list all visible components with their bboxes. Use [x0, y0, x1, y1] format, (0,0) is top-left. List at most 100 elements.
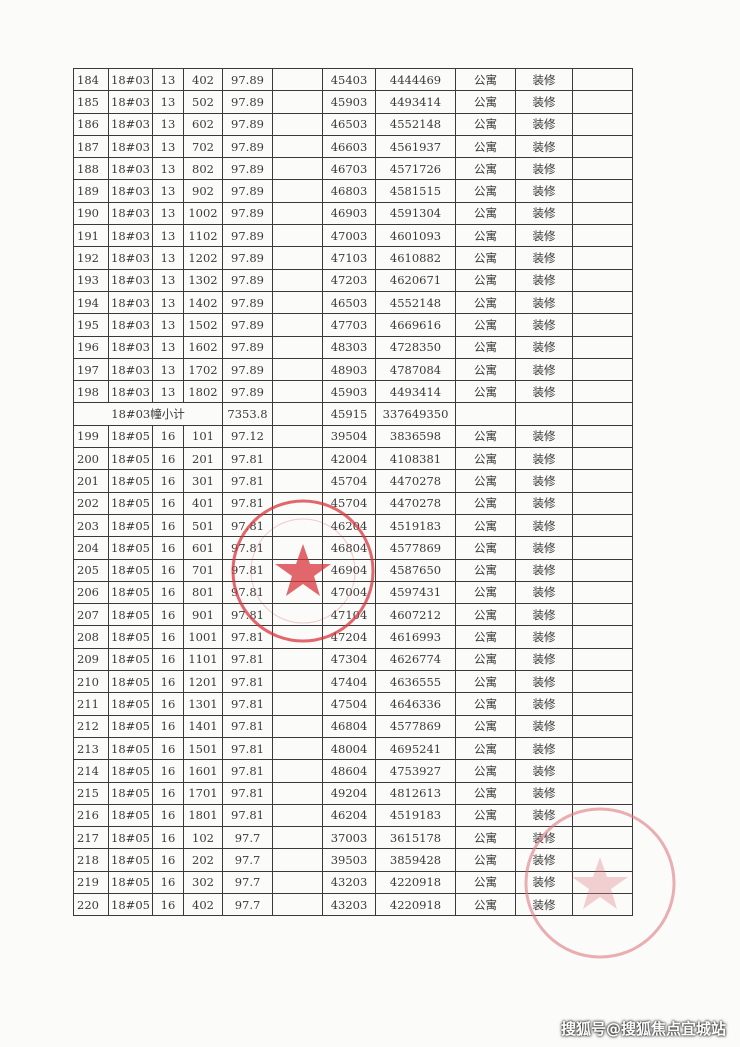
cell-area: 97.81: [222, 714, 273, 738]
cell-row-number: 210: [73, 670, 109, 694]
cell-floors: 16: [152, 759, 184, 783]
cell-usage: 公寓: [455, 892, 516, 917]
cell-decoration: 装修: [515, 781, 573, 805]
cell-row-number: 191: [73, 224, 109, 248]
cell-row-number: 214: [73, 759, 109, 783]
cell-row-number: 200: [73, 447, 109, 471]
cell-blank: [272, 736, 323, 761]
cell-building: 18#05: [108, 892, 153, 917]
table-row: 195 18#03 13 1502 97.89 47703 4669616 公寓 装修: [73, 313, 633, 337]
cell-building: 18#03: [108, 201, 153, 226]
cell-usage: 公寓: [455, 870, 516, 894]
cell-blank: [272, 201, 323, 226]
cell-room: 801: [183, 580, 223, 605]
cell-area: 97.12: [222, 424, 273, 449]
cell-unit-price: 47104: [322, 603, 376, 627]
cell-decoration: 装修: [515, 647, 573, 672]
table-row: 188 18#03 13 802 97.89 46703 4571726 公寓 装修: [73, 157, 633, 181]
cell-unit-price: 47404: [322, 670, 376, 694]
cell-unit-price: 47203: [322, 268, 376, 292]
cell-building: 18#05: [108, 781, 153, 805]
cell-floors: 13: [152, 201, 184, 226]
cell-building: 18#03: [108, 246, 153, 270]
cell-area: 97.81: [222, 580, 273, 605]
cell-unit-price: 47204: [322, 625, 376, 649]
cell-remarks: [572, 112, 633, 136]
cell-area: 97.89: [222, 290, 273, 315]
cell-blank: [272, 357, 323, 382]
table-row: 187 18#03 13 702 97.89 46603 4561937 公寓 装修: [73, 134, 633, 159]
cell-building: 18#03: [108, 357, 153, 382]
cell-remarks: [572, 513, 633, 538]
cell-room: 301: [183, 469, 223, 493]
cell-total-price: 4669616: [375, 313, 456, 337]
cell-row-number: 196: [73, 335, 109, 359]
cell-total-price: 4695241: [375, 736, 456, 761]
table-row: 218 18#05 16 202 97.7 39503 3859428 公寓 装修: [73, 848, 633, 872]
cell-blank: [272, 513, 323, 538]
cell-building: 18#03: [108, 224, 153, 248]
cell-usage: 公寓: [455, 759, 516, 783]
cell-usage: 公寓: [455, 357, 516, 382]
cell-row-number: 209: [73, 647, 109, 672]
cell-remarks: [572, 290, 633, 315]
cell-floors: 16: [152, 670, 184, 694]
cell-floors: 16: [152, 424, 184, 449]
cell-usage: 公寓: [455, 826, 516, 850]
cell-remarks: [572, 736, 633, 761]
cell-floors: 16: [152, 513, 184, 538]
cell-building: 18#05: [108, 447, 153, 471]
cell-decoration: 装修: [515, 134, 573, 159]
cell-building: 18#05: [108, 424, 153, 449]
cell-floors: 13: [152, 90, 184, 114]
cell-building: 18#05: [108, 736, 153, 761]
cell-blank: [572, 402, 633, 426]
cell-building: 18#03: [108, 157, 153, 181]
cell-row-number: 213: [73, 736, 109, 761]
table-row: 207 18#05 16 901 97.81 47104 4607212 公寓 装修: [73, 603, 633, 627]
cell-unit-price: 48903: [322, 357, 376, 382]
table-row: 220 18#05 16 402 97.7 43203 4220918 公寓 装修: [73, 892, 633, 917]
cell-total-price: 4220918: [375, 892, 456, 917]
cell-total-price: 4636555: [375, 670, 456, 694]
cell-remarks: [572, 803, 633, 828]
table-row: 219 18#05 16 302 97.7 43203 4220918 公寓 装修: [73, 870, 633, 894]
cell-row-number: 208: [73, 625, 109, 649]
cell-usage: 公寓: [455, 714, 516, 738]
cell-floors: 13: [152, 67, 184, 92]
cell-floors: 16: [152, 603, 184, 627]
table-row: 214 18#05 16 1601 97.81 48604 4753927 公寓 装修: [73, 759, 633, 783]
cell-decoration: 装修: [515, 67, 573, 92]
cell-blank: [272, 692, 323, 716]
cell-unit-price: 46503: [322, 290, 376, 315]
cell-usage: 公寓: [455, 848, 516, 872]
cell-floors: 16: [152, 736, 184, 761]
cell-unit-price: 45403: [322, 67, 376, 92]
cell-unit-price: 46204: [322, 513, 376, 538]
cell-unit-price: 47504: [322, 692, 376, 716]
cell-unit-price: 45704: [322, 469, 376, 493]
cell-subtotal-total: 337649350: [375, 402, 456, 426]
cell-room: 502: [183, 90, 223, 114]
cell-floors: 16: [152, 781, 184, 805]
cell-floors: 13: [152, 313, 184, 337]
cell-area: 97.7: [222, 848, 273, 872]
table-row: 216 18#05 16 1801 97.81 46204 4519183 公寓 装修: [73, 803, 633, 828]
cell-blank: [272, 246, 323, 270]
cell-usage: 公寓: [455, 558, 516, 582]
cell-decoration: 装修: [515, 513, 573, 538]
cell-room: 602: [183, 112, 223, 136]
cell-blank: [272, 179, 323, 203]
cell-unit-price: 46603: [322, 134, 376, 159]
cell-unit-price: 48604: [322, 759, 376, 783]
cell-blank: [272, 625, 323, 649]
cell-room: 1101: [183, 647, 223, 672]
cell-area: 97.81: [222, 603, 273, 627]
cell-total-price: 3836598: [375, 424, 456, 449]
cell-floors: 13: [152, 179, 184, 203]
table-row: 190 18#03 13 1002 97.89 46903 4591304 公寓 装修: [73, 201, 633, 226]
cell-row-number: 189: [73, 179, 109, 203]
cell-room: 1602: [183, 335, 223, 359]
cell-total-price: 4597431: [375, 580, 456, 605]
cell-unit-price: 46703: [322, 157, 376, 181]
